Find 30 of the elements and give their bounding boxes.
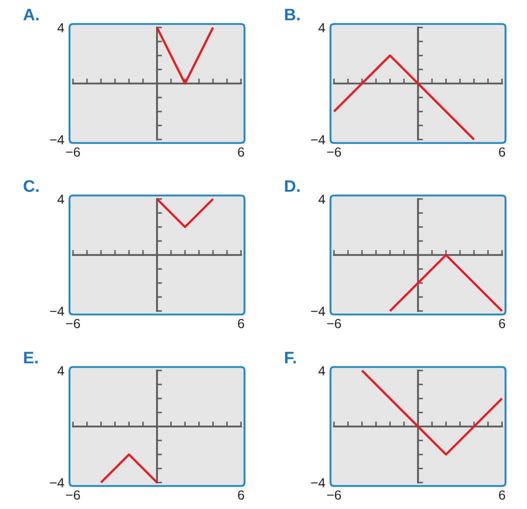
x-tick-label: −6 xyxy=(66,490,80,500)
y-tick-label: −4 xyxy=(311,478,326,488)
x-tick-label: 6 xyxy=(238,318,244,328)
chart-title: A. xyxy=(23,8,39,20)
y-tick-label: −4 xyxy=(50,135,64,144)
x-tick-label: −6 xyxy=(327,490,341,500)
x-tick-label: −6 xyxy=(66,147,80,157)
y-tick-label: −4 xyxy=(50,478,64,488)
y-tick-label: 4 xyxy=(318,194,326,204)
chart-title: C. xyxy=(24,180,39,192)
chart-title: F. xyxy=(285,352,296,364)
x-tick-label: 6 xyxy=(499,318,506,328)
y-tick-label: 4 xyxy=(57,194,64,204)
chart-title: D. xyxy=(285,180,300,192)
x-tick-label: 6 xyxy=(499,147,506,157)
y-tick-label: −4 xyxy=(311,306,326,316)
y-tick-label: −4 xyxy=(311,135,326,144)
x-tick-label: −6 xyxy=(327,318,341,328)
chart-title: B. xyxy=(285,8,300,20)
y-tick-label: 4 xyxy=(57,366,64,376)
y-tick-label: −4 xyxy=(50,306,64,316)
y-tick-label: 4 xyxy=(57,23,64,32)
x-tick-label: −6 xyxy=(66,318,80,328)
y-tick-label: 4 xyxy=(318,366,326,376)
y-tick-label: 4 xyxy=(318,23,326,32)
x-tick-label: 6 xyxy=(238,147,244,157)
x-tick-label: 6 xyxy=(238,490,244,500)
x-tick-label: −6 xyxy=(327,147,341,157)
chart-title: E. xyxy=(24,352,38,364)
x-tick-label: 6 xyxy=(499,490,506,500)
